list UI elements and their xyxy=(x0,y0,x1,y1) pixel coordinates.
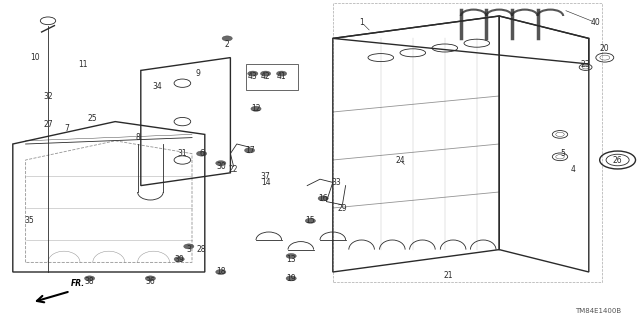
Text: 32: 32 xyxy=(43,92,53,100)
Text: 30: 30 xyxy=(216,162,226,171)
Circle shape xyxy=(174,257,184,262)
Circle shape xyxy=(251,106,261,111)
Circle shape xyxy=(184,244,194,249)
Text: 18: 18 xyxy=(216,268,225,276)
Text: 42: 42 xyxy=(260,72,271,81)
Text: 24: 24 xyxy=(395,156,405,164)
Circle shape xyxy=(305,218,316,223)
Text: 1: 1 xyxy=(359,18,364,27)
Text: 19: 19 xyxy=(286,274,296,283)
Circle shape xyxy=(84,276,95,281)
Text: 39: 39 xyxy=(174,255,184,264)
Circle shape xyxy=(248,71,258,76)
Circle shape xyxy=(260,71,271,76)
Text: 29: 29 xyxy=(337,204,348,212)
Text: 38: 38 xyxy=(84,277,95,286)
Text: 11: 11 xyxy=(79,60,88,68)
Circle shape xyxy=(286,253,296,259)
Text: 8: 8 xyxy=(135,133,140,142)
Circle shape xyxy=(318,196,328,201)
Text: 20: 20 xyxy=(600,44,610,52)
Text: 33: 33 xyxy=(331,178,341,187)
Circle shape xyxy=(222,36,232,41)
Text: 14: 14 xyxy=(260,178,271,187)
Text: 43: 43 xyxy=(248,72,258,81)
Text: 35: 35 xyxy=(24,216,34,225)
Circle shape xyxy=(216,161,226,166)
Text: 26: 26 xyxy=(612,156,623,164)
Text: 40: 40 xyxy=(590,18,600,27)
Text: 25: 25 xyxy=(88,114,98,123)
Text: 4: 4 xyxy=(570,165,575,174)
Text: 5: 5 xyxy=(561,149,566,158)
Text: 28: 28 xyxy=(197,245,206,254)
Text: 10: 10 xyxy=(30,53,40,62)
Text: 2: 2 xyxy=(225,40,230,49)
Circle shape xyxy=(286,276,296,281)
Circle shape xyxy=(244,148,255,153)
Circle shape xyxy=(145,276,156,281)
Text: 13: 13 xyxy=(286,255,296,264)
Circle shape xyxy=(216,269,226,275)
Text: 7: 7 xyxy=(65,124,70,132)
Text: TM84E1400B: TM84E1400B xyxy=(575,308,621,314)
Text: 23: 23 xyxy=(580,60,591,68)
Text: 36: 36 xyxy=(145,277,156,286)
Text: FR.: FR. xyxy=(70,279,84,288)
Text: 34: 34 xyxy=(152,82,162,91)
Circle shape xyxy=(276,71,287,76)
Text: 17: 17 xyxy=(244,146,255,155)
Text: 9: 9 xyxy=(196,69,201,78)
Text: 22: 22 xyxy=(229,165,238,174)
Text: 3: 3 xyxy=(186,245,191,254)
Text: 37: 37 xyxy=(260,172,271,180)
Text: 16: 16 xyxy=(318,194,328,203)
Text: 6: 6 xyxy=(199,149,204,158)
Circle shape xyxy=(196,151,207,156)
Text: 15: 15 xyxy=(305,216,316,225)
Text: 21: 21 xyxy=(444,271,452,280)
Bar xyxy=(246,64,298,90)
Text: 27: 27 xyxy=(43,120,53,129)
Text: 31: 31 xyxy=(177,149,188,158)
Text: 41: 41 xyxy=(276,72,287,81)
Text: 12: 12 xyxy=(252,104,260,113)
